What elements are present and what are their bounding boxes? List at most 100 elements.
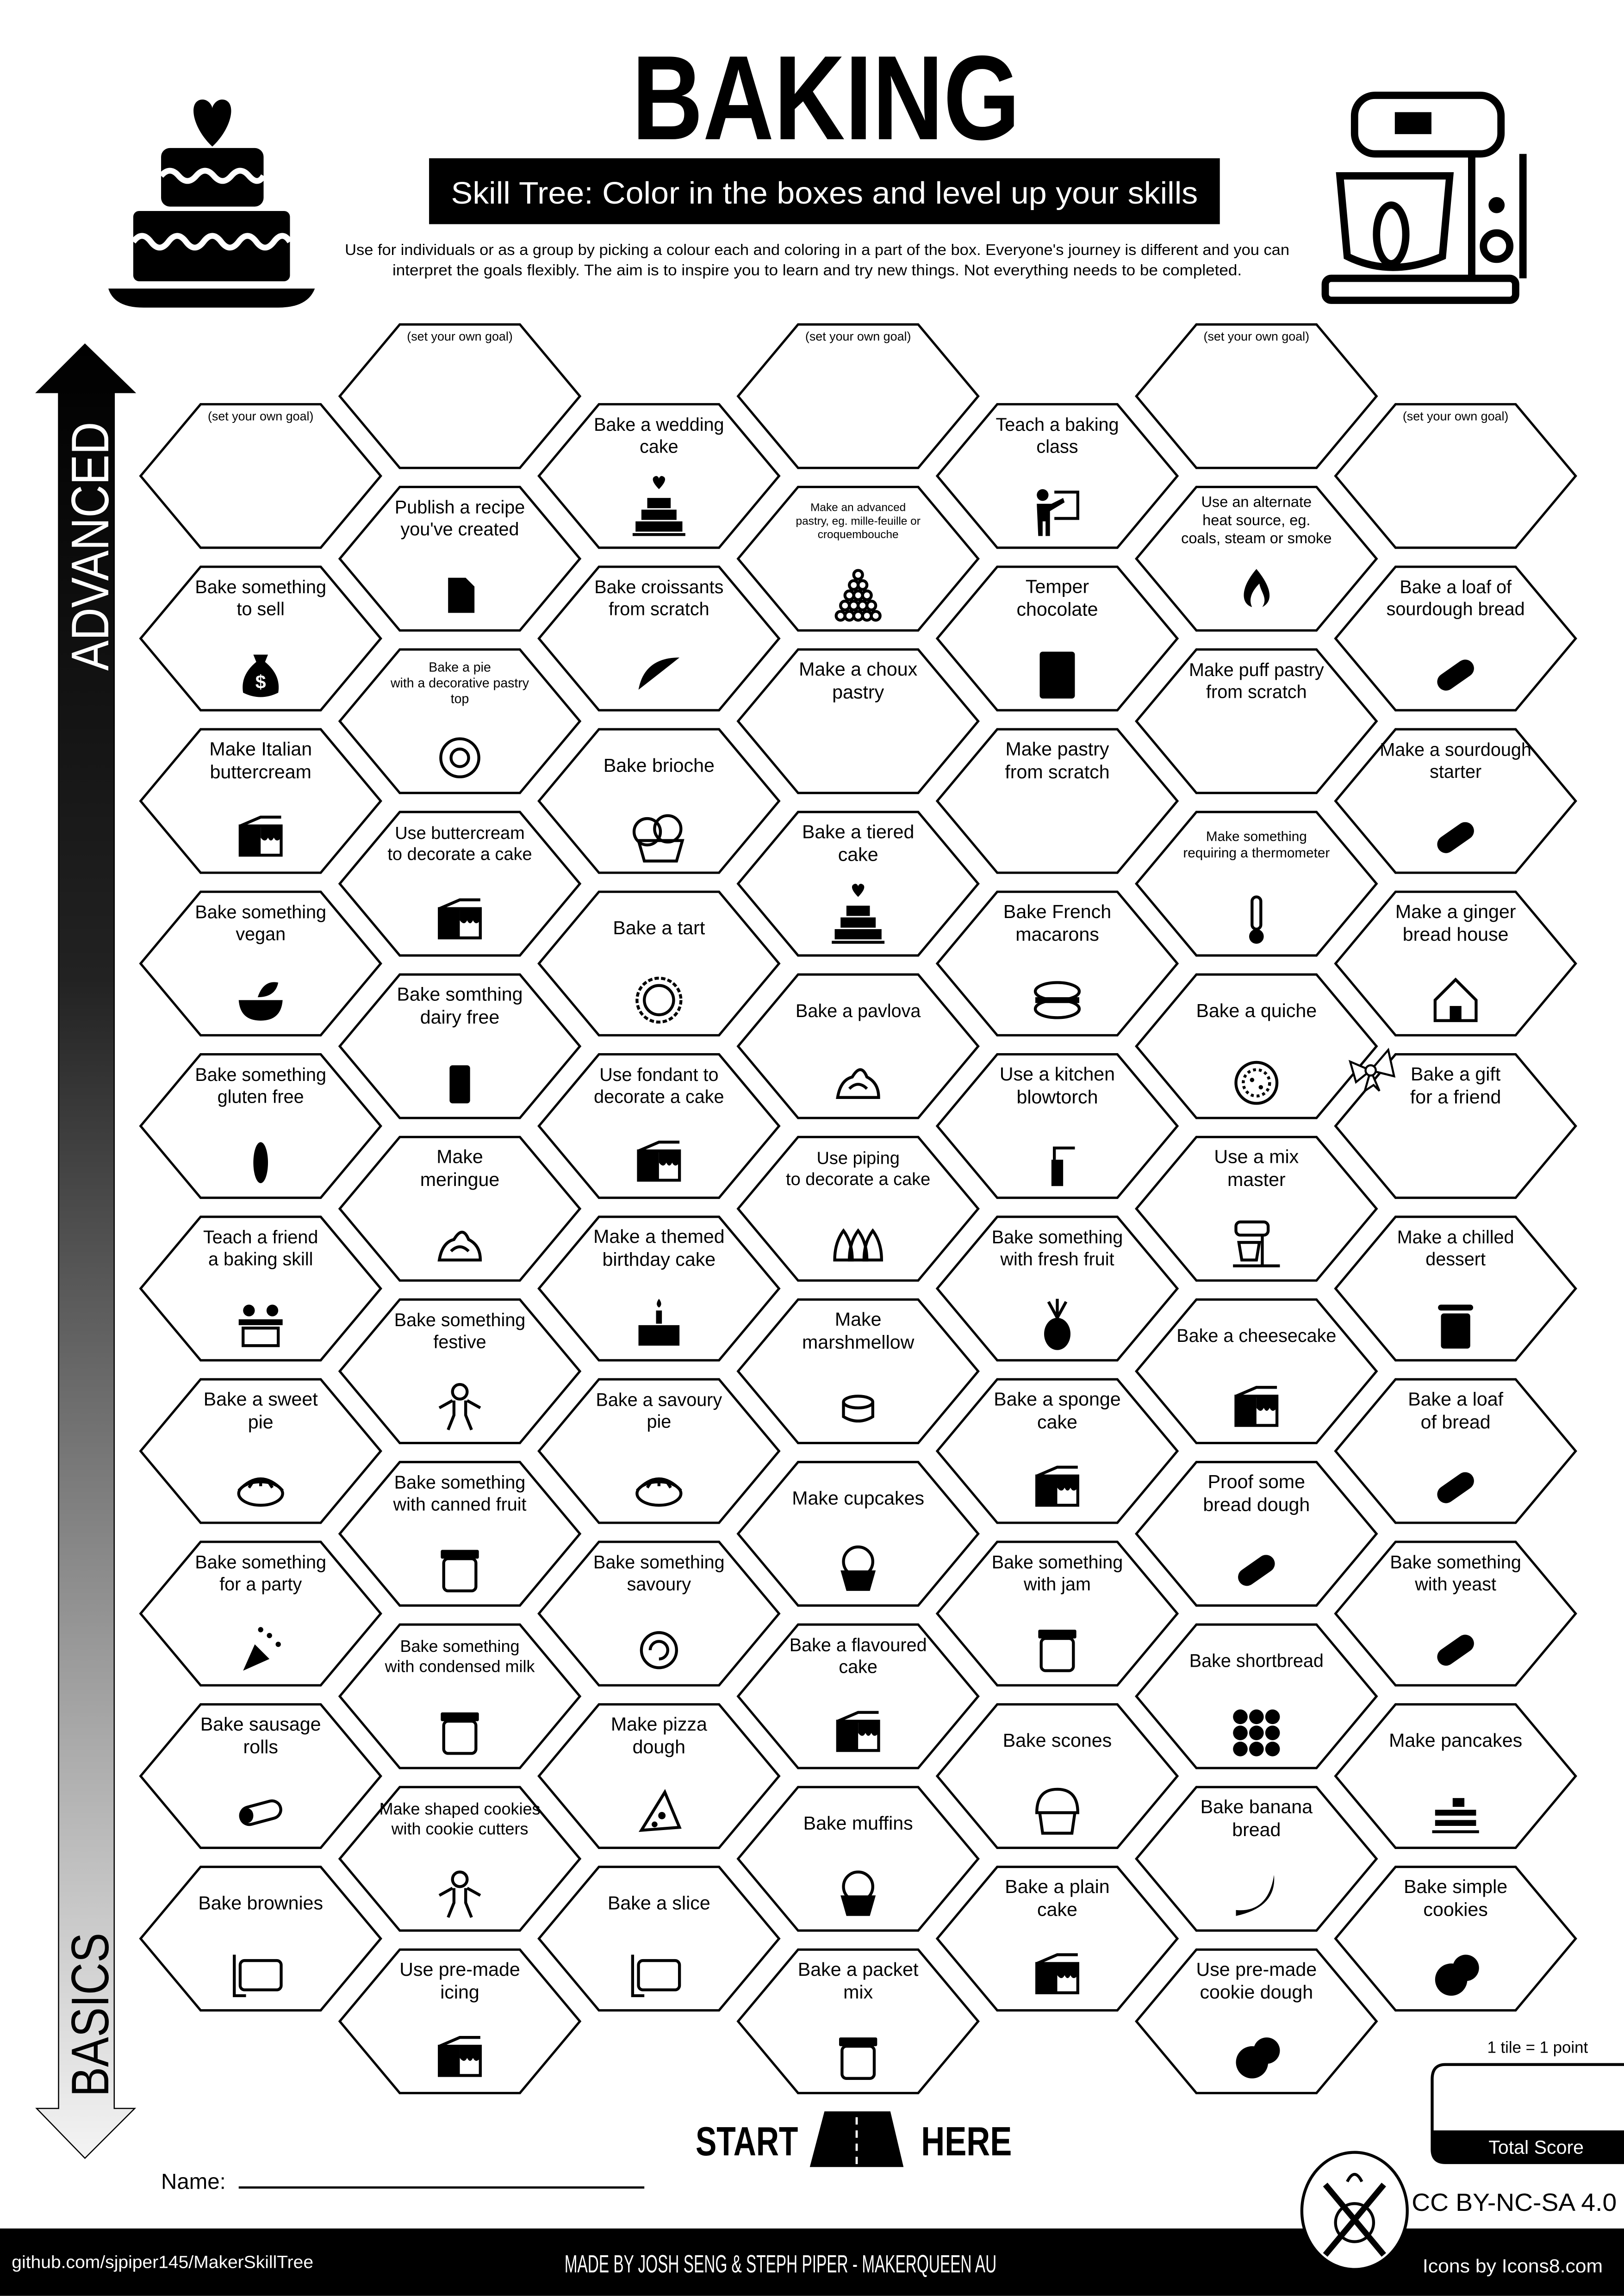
tile-label: (set your own goal) (1204, 329, 1310, 343)
tile-outline (1334, 890, 1577, 1036)
cake-slice-icon (438, 2036, 482, 2077)
skill-tile[interactable]: Bake brownies (139, 1866, 382, 2012)
skill-tile[interactable]: Bake a pavlova (736, 973, 980, 1119)
skill-tile[interactable]: Use buttercream to decorate a cake (338, 811, 582, 957)
skill-tile[interactable]: Bake scones (935, 1703, 1179, 1849)
tile-outline (139, 1378, 382, 1524)
tile-outline (537, 1703, 781, 1849)
skill-tile[interactable]: Make cupcakes (736, 1461, 980, 1607)
skill-tile-custom-goal[interactable]: (set your own goal) (338, 323, 582, 469)
skill-tile[interactable]: Bake muffins (736, 1786, 980, 1932)
cake-slice-icon (438, 898, 482, 940)
skill-tile-custom-goal[interactable]: (set your own goal) (1334, 403, 1577, 549)
tile-label: vegan (236, 924, 286, 944)
skill-tile[interactable]: Make pancakes (1334, 1703, 1577, 1849)
skill-tile-custom-goal[interactable]: (set your own goal) (139, 403, 382, 549)
tile-outline (537, 403, 781, 549)
tile-label: Bake croissants (594, 577, 723, 597)
birthday-cake-icon (638, 1298, 680, 1346)
tile-label: Bake something (992, 1227, 1123, 1247)
tile-label: Use a mix (1214, 1146, 1299, 1167)
tile-outline (139, 1866, 382, 2012)
skill-tile[interactable]: Bake a cheesecake (1135, 1298, 1378, 1445)
icons-credit[interactable]: Icons by Icons8.com (1423, 2255, 1603, 2277)
tile-label: Make Italian (209, 738, 312, 760)
tart-icon (635, 976, 683, 1024)
skill-tile[interactable]: Use piping to decorate a cake (736, 1136, 980, 1282)
skill-tile[interactable]: Bake shortbread (1135, 1623, 1378, 1769)
tile-label: Bake scones (1003, 1730, 1112, 1751)
tile-outline (736, 1948, 980, 2094)
skill-tile[interactable]: Bake a slice (537, 1866, 781, 2012)
skill-tile[interactable]: Bake a tart (537, 890, 781, 1036)
tile-outline (338, 1298, 582, 1445)
skill-tile[interactable]: Bake a quiche (1135, 973, 1378, 1119)
tile-outline (1334, 1378, 1577, 1524)
skill-tile-custom-goal[interactable]: (set your own goal) (736, 323, 980, 469)
github-link[interactable]: github.com/sjpiper145/MakerSkillTree (12, 2253, 313, 2272)
tile-label: Temper (1026, 576, 1089, 597)
skill-tile[interactable]: Use an alternate heat source, eg. coals, s… (1135, 485, 1378, 632)
total-score-box[interactable]: Total Score (1431, 2063, 1624, 2164)
tile-label: Publish a recipe (395, 497, 525, 518)
jar-icon (1038, 1629, 1076, 1672)
bread-icon (1238, 1555, 1275, 1586)
skill-tile-custom-goal[interactable]: (set your own goal) (1135, 323, 1378, 469)
skill-tile[interactable]: Bake brioche (537, 728, 781, 874)
scone-icon (1035, 1787, 1079, 1835)
